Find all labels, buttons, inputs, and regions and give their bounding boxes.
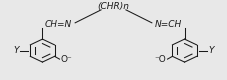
Text: ⁻O: ⁻O bbox=[155, 55, 167, 64]
Text: Y: Y bbox=[13, 46, 19, 55]
Text: Y: Y bbox=[208, 46, 214, 55]
Text: N=CH: N=CH bbox=[155, 20, 183, 29]
Text: CH=N: CH=N bbox=[44, 20, 72, 29]
Text: (CHR)n: (CHR)n bbox=[98, 2, 129, 11]
Text: O⁻: O⁻ bbox=[60, 55, 72, 64]
